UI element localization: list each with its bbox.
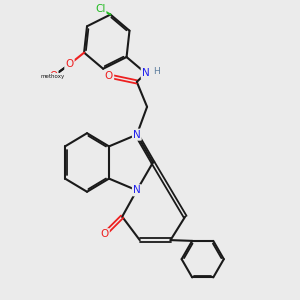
Text: O: O: [100, 229, 109, 239]
Text: Cl: Cl: [95, 4, 105, 14]
Text: N: N: [133, 185, 141, 195]
Text: O: O: [49, 71, 58, 81]
Text: methoxy: methoxy: [40, 74, 65, 79]
Text: H: H: [153, 67, 160, 76]
Text: O: O: [65, 59, 74, 69]
Text: N: N: [142, 68, 149, 78]
Text: O: O: [105, 71, 113, 81]
Text: N: N: [133, 130, 141, 140]
